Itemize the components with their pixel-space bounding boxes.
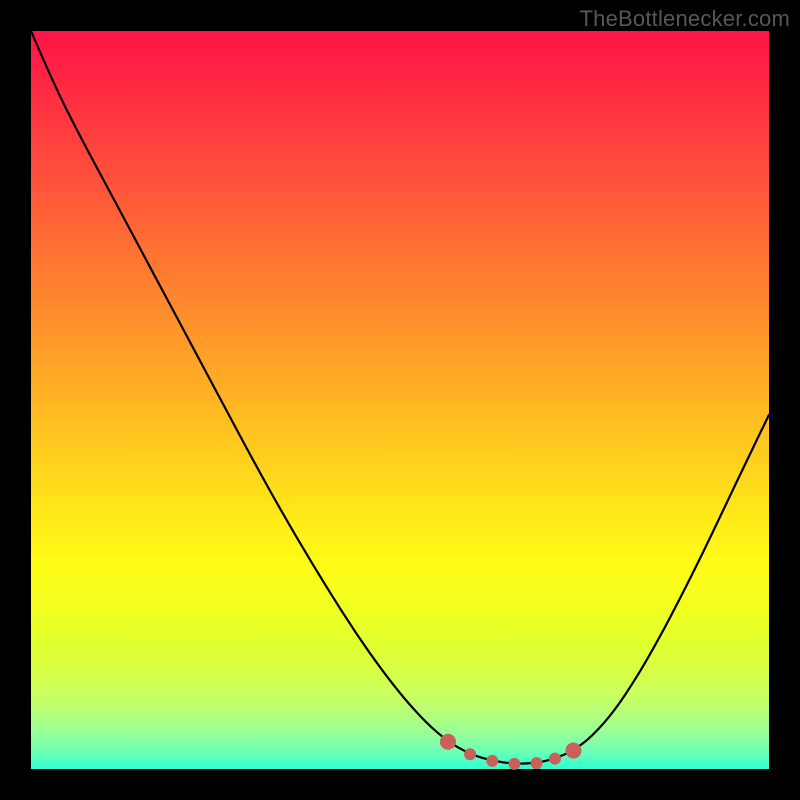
optimal-marker-dot xyxy=(464,748,476,760)
optimal-marker-dot xyxy=(531,757,543,769)
optimal-marker-dot xyxy=(508,758,520,770)
optimal-marker-dot xyxy=(440,734,456,750)
watermark-text: TheBottlenecker.com xyxy=(580,6,790,32)
optimal-marker-dot xyxy=(486,755,498,767)
bottleneck-chart xyxy=(0,0,800,800)
optimal-marker-dot xyxy=(565,743,581,759)
chart-frame: TheBottlenecker.com xyxy=(0,0,800,800)
optimal-marker-dot xyxy=(549,753,561,765)
gradient-background xyxy=(31,31,769,769)
